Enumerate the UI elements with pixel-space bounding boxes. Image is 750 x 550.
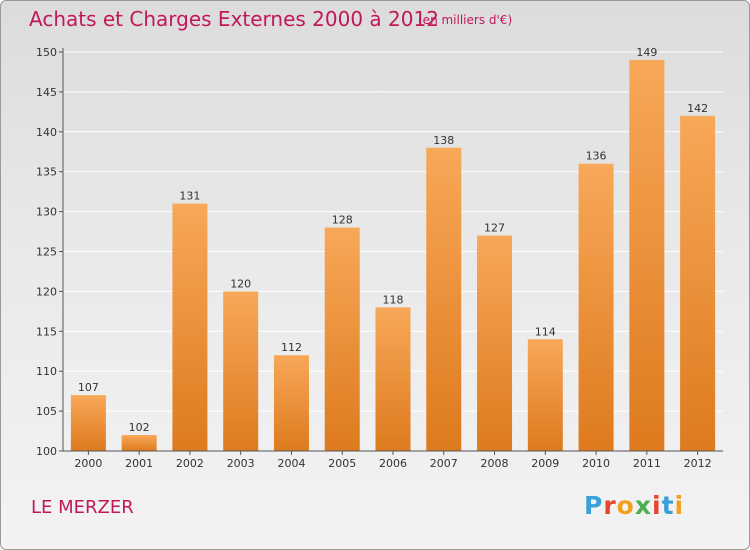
- x-tick-label: 2001: [125, 457, 153, 470]
- y-tick-label: 110: [36, 365, 57, 378]
- logo-letter: t: [661, 491, 675, 520]
- commune-name: LE MERZER: [31, 497, 134, 518]
- chart-subtitle: (en milliers d'€): [418, 13, 513, 27]
- logo-letter: r: [603, 491, 617, 520]
- bar: [680, 115, 716, 451]
- y-tick-label: 150: [36, 46, 57, 59]
- proxiti-logo: Proxiti: [584, 491, 684, 520]
- logo-letter: i: [652, 491, 662, 520]
- y-tick-label: 130: [36, 206, 57, 219]
- logo-letter: P: [584, 491, 604, 520]
- x-tick-label: 2012: [684, 457, 712, 470]
- x-tick-label: 2002: [176, 457, 204, 470]
- bar-value-label: 138: [433, 134, 454, 147]
- bars: [70, 59, 716, 451]
- bar-value-label: 142: [687, 102, 708, 115]
- x-tick-label: 2010: [582, 457, 610, 470]
- x-tick-label: 2007: [430, 457, 458, 470]
- bar-value-label: 102: [129, 421, 150, 434]
- chart-title: Achats et Charges Externes 2000 à 2012: [29, 7, 439, 31]
- bar: [273, 355, 309, 451]
- bar-value-label: 118: [383, 293, 404, 306]
- x-tick-label: 2006: [379, 457, 407, 470]
- x-tick-label: 2000: [74, 457, 102, 470]
- bar: [324, 227, 360, 451]
- bar: [629, 59, 665, 451]
- y-tick-label: 120: [36, 285, 57, 298]
- bar-value-label: 149: [636, 46, 657, 59]
- y-tick-label: 100: [36, 445, 57, 458]
- bar: [172, 203, 208, 451]
- bar: [375, 307, 411, 451]
- x-tick-label: 2005: [328, 457, 356, 470]
- x-tick-label: 2004: [277, 457, 305, 470]
- bar-value-label: 112: [281, 341, 302, 354]
- y-tick-label: 135: [36, 166, 57, 179]
- bar-value-label: 114: [535, 325, 556, 338]
- bar-value-label: 107: [78, 381, 99, 394]
- x-tick-label: 2008: [481, 457, 509, 470]
- y-tick-label: 140: [36, 126, 57, 139]
- x-tick-label: 2009: [531, 457, 559, 470]
- bar: [70, 395, 106, 451]
- y-tick-label: 115: [36, 325, 57, 338]
- y-tick-label: 125: [36, 246, 57, 259]
- y-tick-label: 105: [36, 405, 57, 418]
- bar: [121, 435, 157, 451]
- bar: [223, 291, 259, 451]
- bar: [477, 235, 513, 451]
- bar: [527, 339, 563, 451]
- y-tick-label: 145: [36, 86, 57, 99]
- bar-value-label: 128: [332, 214, 353, 227]
- bar-value-label: 136: [586, 150, 607, 163]
- logo-letter: x: [634, 491, 652, 520]
- logo-letter: o: [616, 491, 635, 520]
- x-tick-label: 2011: [633, 457, 661, 470]
- bar-value-label: 131: [179, 190, 200, 203]
- bar-value-label: 120: [230, 277, 251, 290]
- axes: [59, 48, 723, 455]
- bar: [426, 147, 462, 451]
- bar-value-label: 127: [484, 222, 505, 235]
- bar: [578, 163, 614, 451]
- logo-letter: i: [674, 491, 685, 520]
- x-tick-label: 2003: [227, 457, 255, 470]
- labels: 100 105 110 115 120 125 130 135 140 145 150 107 2000…: [36, 46, 712, 470]
